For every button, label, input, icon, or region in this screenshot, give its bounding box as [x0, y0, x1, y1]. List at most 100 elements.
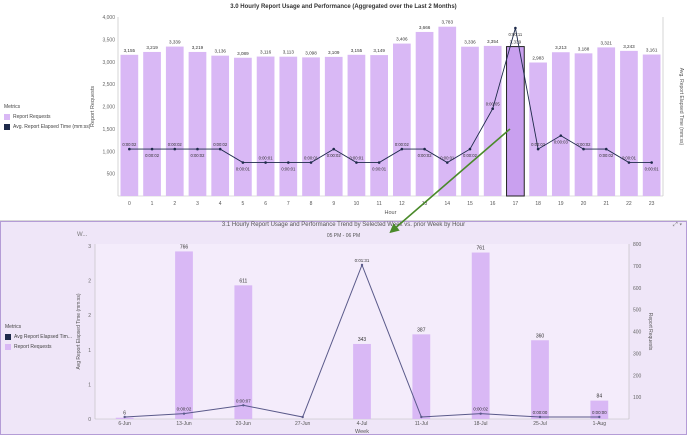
y2-tick-label: 700	[633, 264, 642, 270]
y-tick-label: 3,000	[102, 60, 115, 66]
line-value-label: 0:00:02	[463, 153, 478, 158]
panel-controls-icon[interactable]: ⤢ ▾	[673, 222, 682, 228]
bar-value-label: 6	[123, 411, 126, 417]
bar	[234, 57, 252, 197]
bottom-chart-title: 3.1 Hourly Report Usage and Performance …	[221, 222, 466, 228]
legend-label: Avg. Report Elapsed Time (mm:ss)	[13, 124, 91, 130]
line-point	[650, 161, 653, 164]
bar	[506, 46, 525, 197]
line-value-label: 0:00:02	[531, 142, 546, 147]
line-point	[309, 161, 313, 164]
line-point	[559, 134, 563, 137]
line-value-label: 0:00:02	[473, 407, 488, 412]
line-value-label: 0:00:02	[177, 407, 192, 412]
legend-swatch	[4, 124, 10, 130]
line-value-label: 0:00:02	[168, 142, 183, 147]
legend-label: Avg Report Elapsed Tim...	[14, 334, 72, 340]
line-point	[538, 415, 542, 419]
top-legend-item-requests[interactable]: Report Requests	[4, 114, 90, 120]
bar	[471, 252, 490, 419]
bar-value-label: 2,983	[532, 56, 544, 61]
bar	[211, 55, 230, 196]
bar	[642, 54, 661, 196]
x-tick-label: 13	[422, 201, 428, 207]
bar	[597, 47, 616, 196]
x-tick-label: 17	[513, 201, 519, 207]
weekly-trend-panel: 3.1 Hourly Report Usage and Performance …	[0, 221, 687, 435]
line-value-label: 0:00:01	[349, 156, 364, 161]
bar	[438, 26, 457, 196]
line-point	[468, 147, 472, 151]
top-chart-title: 3.0 Hourly Report Usage and Performance …	[230, 4, 457, 10]
y-tick-label: 2	[88, 279, 91, 285]
top-chart[interactable]: 4,000 3,500 3,000 2,500 2,000 1,500 1,000 500 Re…	[0, 0, 687, 220]
x-tick-label: 1	[151, 201, 154, 207]
line-point	[218, 147, 222, 151]
top-legend-item-elapsed[interactable]: Avg. Report Elapsed Time (mm:ss)	[4, 124, 90, 130]
line-point	[479, 412, 482, 415]
bar-value-label: 3,155	[351, 48, 363, 53]
line-point	[355, 161, 358, 164]
x-tick-label: 10	[354, 201, 360, 207]
bar-value-label: 3,321	[600, 40, 612, 45]
x-tick-label: 9	[332, 201, 335, 207]
line-point	[400, 147, 404, 151]
bottom-legend-item-elapsed[interactable]: Avg Report Elapsed Tim...	[5, 334, 72, 340]
line-point	[377, 161, 381, 164]
bottom-legend: Metrics Avg Report Elapsed Tim... Report…	[5, 324, 72, 354]
line-value-label: 0:00:02	[418, 153, 433, 158]
line-value-label: 0:00:07	[236, 398, 251, 403]
x-tick-label: 6-Jun	[118, 421, 131, 427]
line-point	[128, 147, 131, 151]
bar	[412, 334, 431, 419]
bar	[120, 54, 139, 196]
line-point	[514, 26, 517, 30]
bottom-legend-title: Metrics	[5, 324, 22, 330]
bar	[574, 53, 593, 196]
y-tick-label: 500	[107, 172, 116, 178]
bar	[234, 285, 253, 419]
x-tick-label: 25-Jul	[533, 421, 547, 427]
bottom-chart[interactable]: 800 700 600 500 400 300 200 100 3 2 2 1 1 0 Avg Report…	[1, 222, 686, 434]
bar-value-label: 3,109	[328, 50, 340, 55]
line-point	[242, 404, 245, 407]
y-tick-label: 3,500	[102, 37, 115, 43]
line-value-label: 0:00:02	[577, 142, 592, 147]
line-value-label: 0:00:05	[486, 102, 501, 107]
bar	[620, 50, 638, 197]
line-point	[423, 147, 426, 151]
x-tick-label: 3	[196, 201, 199, 207]
y-axis-title: Avg Report Elapsed Time (mm:ss)	[76, 293, 82, 369]
y2-axis-title: Report Requests	[647, 313, 653, 351]
line-point	[150, 147, 154, 151]
x-tick-label: 19	[558, 201, 564, 207]
bar-value-label: 3,136	[214, 49, 226, 54]
y-tick-label: 2,500	[102, 82, 115, 88]
line-value-label: 0:00:01	[372, 167, 387, 172]
bar	[256, 56, 275, 197]
y-tick-label: 1	[88, 382, 91, 388]
x-tick-label: 4-Jul	[357, 421, 368, 427]
line-value-label: 0:00:02	[327, 153, 342, 158]
bar	[175, 251, 193, 419]
x-tick-label: 18-Jul	[474, 421, 488, 427]
y2-tick-label: 400	[633, 330, 642, 336]
bar	[143, 51, 161, 196]
legend-label: Report Requests	[14, 344, 52, 350]
line-value-label: 0:00:01	[622, 156, 637, 161]
line-point	[627, 161, 631, 164]
bar-value-label: 3,783	[442, 20, 454, 25]
line-point	[604, 147, 608, 151]
line-point	[301, 415, 304, 419]
legend-swatch	[5, 344, 11, 350]
bar	[551, 52, 570, 197]
bar-value-label: 3,098	[305, 50, 317, 55]
bottom-legend-item-requests[interactable]: Report Requests	[5, 344, 72, 350]
bar-value-label: 3,406	[396, 37, 408, 42]
y-tick-label: 2	[88, 313, 91, 319]
bar-value-label: 3,219	[146, 45, 158, 50]
week-filter-label[interactable]: W...	[77, 232, 88, 238]
y-tick-label: 1,000	[102, 149, 115, 155]
x-tick-label: 23	[649, 201, 655, 207]
bar	[324, 56, 343, 196]
